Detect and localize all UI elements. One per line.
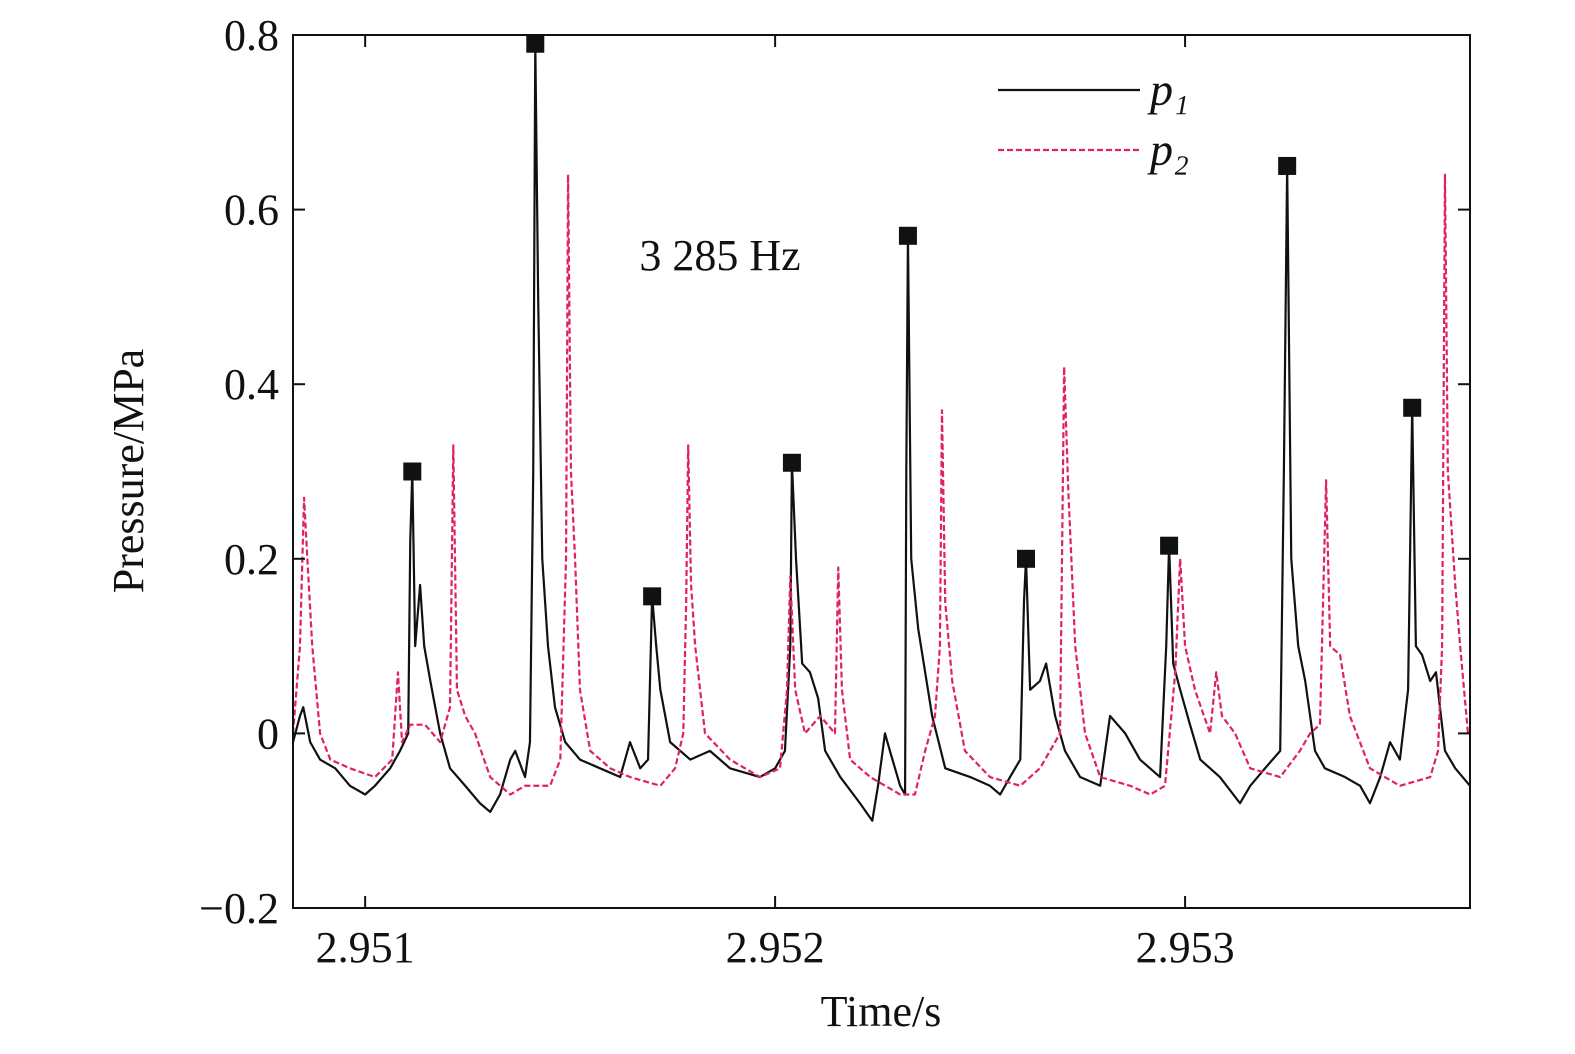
- peak-marker: [403, 462, 422, 481]
- series-line: [293, 173, 1470, 796]
- peak-marker: [898, 226, 917, 245]
- y-tick-label: 0.8: [224, 11, 279, 60]
- annotation: 3 285 Hz: [639, 231, 800, 280]
- y-axis-title: Pressure/MPa: [104, 349, 153, 593]
- peak-marker: [1160, 536, 1179, 555]
- peak-marker: [782, 453, 801, 472]
- peak-marker: [643, 587, 662, 606]
- y-tick-label: 0: [257, 709, 279, 758]
- peak-marker: [1017, 549, 1036, 568]
- y-tick-label: 0.4: [224, 360, 279, 409]
- y-tick-label: 0.6: [224, 186, 279, 235]
- legend-label: p₁: [1147, 64, 1189, 115]
- legend-label: p₂: [1147, 124, 1189, 175]
- y-tick-label: 0.2: [224, 535, 279, 584]
- peak-marker: [1278, 156, 1297, 175]
- x-tick-label: 2.952: [726, 923, 825, 972]
- x-tick-label: 2.951: [316, 923, 415, 972]
- x-tick-label: 2.953: [1136, 923, 1235, 972]
- plot-frame: [292, 34, 1471, 909]
- series-line: [293, 42, 1470, 822]
- peak-marker: [1403, 398, 1422, 417]
- plot-area: [293, 42, 1470, 822]
- x-axis-title: Time/s: [821, 987, 942, 1036]
- y-tick-label: −0.2: [199, 884, 279, 933]
- peak-marker: [526, 34, 545, 53]
